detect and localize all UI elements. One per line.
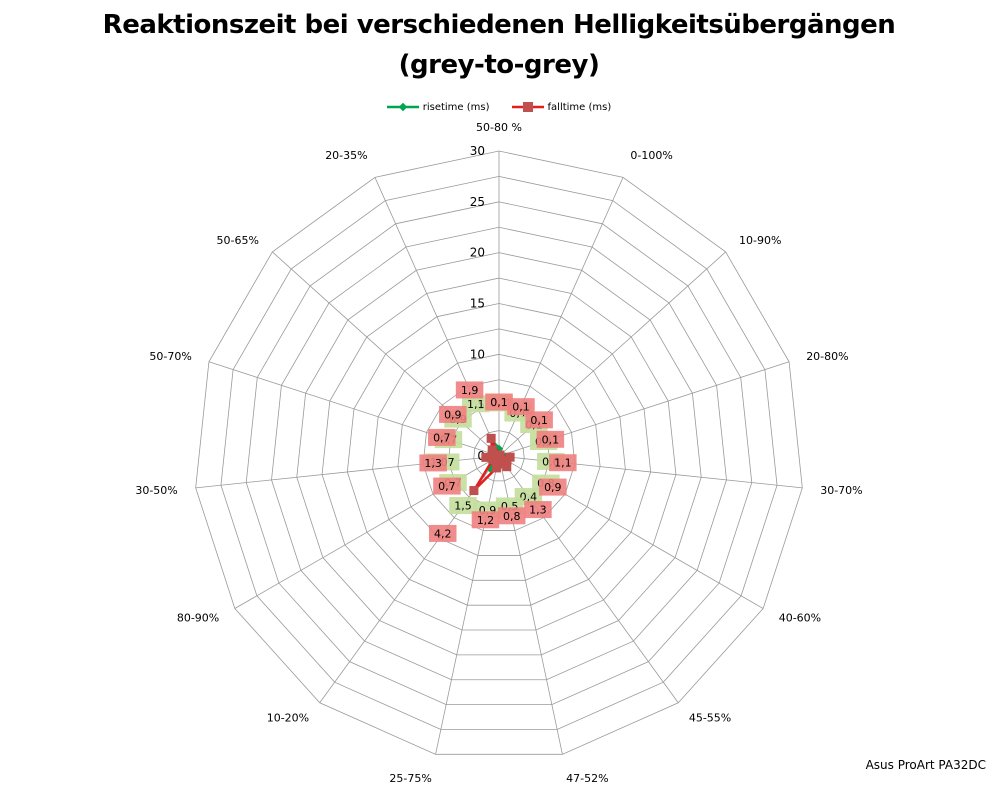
grid-ring bbox=[245, 201, 753, 706]
svg-text:0,1: 0,1 bbox=[490, 396, 508, 409]
category-label: 50-65% bbox=[217, 234, 259, 247]
svg-text:0,1: 0,1 bbox=[530, 414, 548, 427]
grid-ring bbox=[195, 150, 803, 755]
data-label: 0,1 bbox=[485, 393, 513, 411]
legend-item-falltime: falltime (ms) bbox=[511, 101, 612, 113]
data-point bbox=[487, 445, 497, 455]
data-label: 0,8 bbox=[497, 507, 526, 525]
chart-legend: risetime (ms) falltime (ms) bbox=[0, 101, 998, 113]
data-point bbox=[469, 486, 479, 496]
category-label: 30-50% bbox=[135, 484, 177, 497]
data-label: 1,3 bbox=[524, 501, 552, 519]
category-label: 80-90% bbox=[177, 612, 219, 625]
radial-tick-label: 15 bbox=[470, 297, 485, 311]
grid-ring bbox=[372, 328, 626, 581]
series-falltime bbox=[469, 433, 515, 496]
category-label: 40-60% bbox=[779, 612, 821, 625]
data-point bbox=[502, 462, 512, 472]
svg-text:0,7: 0,7 bbox=[433, 431, 451, 444]
data-label: 0,7 bbox=[433, 477, 461, 495]
category-label: 0-100% bbox=[630, 149, 672, 162]
data-label: 1,2 bbox=[471, 511, 500, 529]
svg-text:1,1: 1,1 bbox=[554, 457, 572, 470]
grid-ring bbox=[321, 277, 677, 631]
data-label: 4,2 bbox=[428, 524, 457, 542]
svg-text:1,9: 1,9 bbox=[461, 384, 479, 397]
grid-ring bbox=[220, 176, 778, 730]
radial-tick-label: 10 bbox=[470, 347, 485, 361]
category-label: 45-55% bbox=[689, 711, 731, 724]
svg-text:1,5: 1,5 bbox=[454, 500, 472, 513]
data-point bbox=[502, 456, 512, 466]
data-point bbox=[491, 463, 501, 473]
radial-tick-label: 0 bbox=[477, 449, 485, 463]
data-label: 0,1 bbox=[525, 411, 553, 429]
radial-tick-label: 20 bbox=[470, 246, 485, 260]
data-label: 1,3 bbox=[419, 454, 447, 472]
grid-ring bbox=[473, 430, 525, 482]
data-point bbox=[488, 455, 498, 465]
category-label: 25-75% bbox=[389, 772, 431, 785]
category-label: 30-70% bbox=[820, 484, 862, 497]
legend-item-risetime: risetime (ms) bbox=[386, 101, 490, 113]
svg-text:0,9: 0,9 bbox=[444, 408, 462, 421]
chart-title-line-1: Reaktionszeit bei verschiedenen Helligke… bbox=[102, 10, 896, 40]
data-label: 0,9 bbox=[439, 405, 467, 423]
data-point bbox=[495, 451, 505, 461]
category-label: 20-80% bbox=[806, 350, 848, 363]
grid-ring bbox=[296, 252, 702, 656]
data-label: 0,9 bbox=[539, 478, 567, 496]
legend-label-risetime: risetime (ms) bbox=[422, 101, 490, 113]
svg-text:1,1: 1,1 bbox=[467, 398, 485, 411]
data-point bbox=[486, 433, 496, 443]
data-label: 0,1 bbox=[536, 430, 565, 448]
category-label: 50-80 % bbox=[476, 121, 522, 134]
legend-swatch-falltime bbox=[511, 102, 544, 112]
grid-ring bbox=[346, 303, 652, 606]
legend-label-falltime: falltime (ms) bbox=[547, 101, 612, 113]
grid-ring bbox=[422, 379, 576, 531]
svg-text:0,9: 0,9 bbox=[544, 481, 562, 494]
svg-text:0,4: 0,4 bbox=[520, 491, 538, 504]
svg-text:1,3: 1,3 bbox=[529, 504, 547, 517]
grid-ring bbox=[397, 353, 601, 556]
data-label: 1,5 bbox=[449, 497, 477, 515]
chart-title-line-2: (grey-to-grey) bbox=[398, 50, 600, 80]
category-label: 47-52% bbox=[566, 772, 608, 785]
legend-swatch-risetime bbox=[386, 102, 419, 112]
data-label: 0,1 bbox=[507, 398, 535, 416]
svg-text:0,1: 0,1 bbox=[512, 401, 530, 414]
svg-text:0,7: 0,7 bbox=[438, 480, 456, 493]
category-label: 10-20% bbox=[267, 711, 309, 724]
series-layer bbox=[469, 433, 515, 496]
data-point bbox=[481, 452, 491, 462]
category-label: 10-90% bbox=[739, 234, 781, 247]
svg-text:1,3: 1,3 bbox=[424, 457, 442, 470]
category-label: 20-35% bbox=[325, 149, 367, 162]
footer-note: Asus ProArt PA32DC bbox=[865, 758, 986, 772]
radial-tick-label: 25 bbox=[470, 195, 485, 209]
grid-ring bbox=[271, 226, 727, 681]
svg-text:0,8: 0,8 bbox=[503, 510, 521, 523]
category-labels: 50-80 % 0-100% 10-90% 20-80% 30-70% 40-60% 45-… bbox=[135, 121, 862, 785]
radial-tick-labels: 051015202530 bbox=[470, 144, 485, 463]
svg-text:0,1: 0,1 bbox=[542, 433, 560, 446]
svg-text:4,2: 4,2 bbox=[434, 527, 452, 540]
data-label: 1,1 bbox=[461, 395, 490, 413]
data-label: 1,9 bbox=[455, 381, 484, 399]
data-label: 0,7 bbox=[428, 428, 456, 446]
svg-text:1,2: 1,2 bbox=[477, 514, 495, 527]
data-label: 1,1 bbox=[549, 454, 577, 472]
data-labels: 0,70,10,10,10,60,80,40,50,91,50,71,070,7… bbox=[419, 381, 577, 542]
category-label: 50-70% bbox=[149, 350, 191, 363]
radial-tick-label: 30 bbox=[470, 144, 485, 158]
